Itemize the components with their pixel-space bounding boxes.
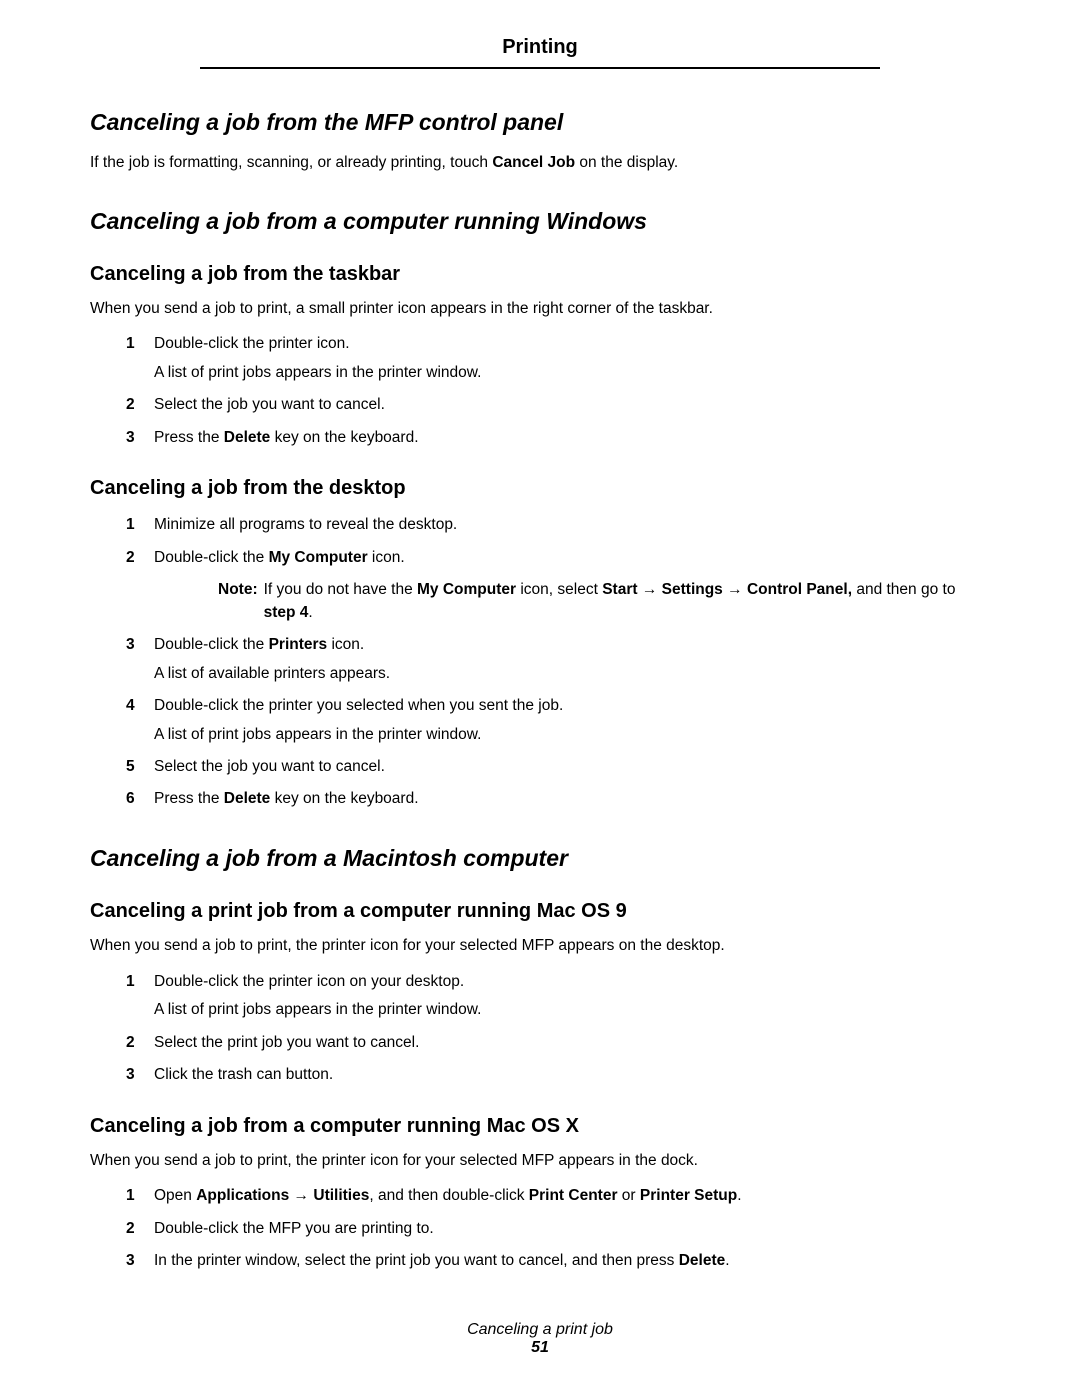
step-text: Select the print job you want to cancel.: [154, 1034, 419, 1051]
subheading-desktop: Canceling a job from the desktop: [90, 477, 990, 500]
macos9-steps: Double-click the printer icon on your de…: [126, 971, 990, 1087]
bold-text: Control Panel,: [747, 581, 852, 598]
text-segment: or: [617, 1187, 639, 1204]
bold-text: My Computer: [417, 581, 516, 598]
text-segment: on the display.: [575, 154, 678, 171]
step-subtext: A list of print jobs appears in the prin…: [154, 362, 990, 384]
text-segment: .: [725, 1252, 729, 1269]
text-segment: If you do not have the: [264, 581, 417, 598]
bold-text: Delete: [679, 1252, 726, 1269]
section-heading-mac: Canceling a job from a Macintosh compute…: [90, 845, 990, 872]
step-item: Press the Delete key on the keyboard.: [126, 427, 990, 449]
step-item: Press the Delete key on the keyboard.: [126, 788, 990, 810]
section-heading-mfp: Canceling a job from the MFP control pan…: [90, 109, 990, 136]
bold-text: My Computer: [269, 549, 368, 566]
step-subtext: A list of print jobs appears in the prin…: [154, 999, 990, 1021]
bold-text: Print Center: [529, 1187, 618, 1204]
text-segment: icon, select: [516, 581, 602, 598]
step-subtext: A list of available printers appears.: [154, 663, 990, 685]
step-text: Select the job you want to cancel.: [154, 396, 385, 413]
step-item: Double-click the printer you selected wh…: [126, 695, 990, 746]
arrow-icon: →: [289, 1187, 313, 1204]
text-segment: If the job is formatting, scanning, or a…: [90, 154, 492, 171]
step-item: Select the job you want to cancel.: [126, 394, 990, 416]
section-heading-windows: Canceling a job from a computer running …: [90, 208, 990, 235]
bold-text: Printers: [269, 636, 328, 653]
text-segment: Double-click the: [154, 549, 269, 566]
bold-text: Cancel Job: [492, 154, 575, 171]
step-text: Click the trash can button.: [154, 1066, 333, 1083]
mfp-intro: If the job is formatting, scanning, or a…: [90, 152, 990, 174]
bold-text: step 4: [264, 604, 309, 621]
macosx-steps: Open Applications → Utilities, and then …: [126, 1185, 990, 1272]
step-item: Double-click the MFP you are printing to…: [126, 1218, 990, 1240]
macosx-intro: When you send a job to print, the printe…: [90, 1150, 990, 1172]
note-label: Note:: [218, 579, 258, 624]
step-item: In the printer window, select the print …: [126, 1250, 990, 1272]
text-segment: In the printer window, select the print …: [154, 1252, 679, 1269]
step-text: Select the job you want to cancel.: [154, 758, 385, 775]
bold-text: Delete: [224, 790, 271, 807]
step-item: Double-click the Printers icon. A list o…: [126, 634, 990, 685]
macos9-intro: When you send a job to print, the printe…: [90, 935, 990, 957]
text-segment: .: [737, 1187, 741, 1204]
step-item: Select the job you want to cancel.: [126, 756, 990, 778]
note-body: If you do not have the My Computer icon,…: [264, 579, 990, 624]
step-text: Double-click the MFP you are printing to…: [154, 1220, 434, 1237]
note-block: Note: If you do not have the My Computer…: [218, 579, 990, 624]
text-segment: key on the keyboard.: [270, 429, 418, 446]
taskbar-intro: When you send a job to print, a small pr…: [90, 298, 990, 320]
step-item: Double-click the printer icon on your de…: [126, 971, 990, 1022]
bold-text: Delete: [224, 429, 271, 446]
page-number: 51: [0, 1339, 1080, 1357]
page-footer: Canceling a print job 51: [0, 1321, 1080, 1357]
step-item: Select the print job you want to cancel.: [126, 1032, 990, 1054]
step-item: Click the trash can button.: [126, 1064, 990, 1086]
step-text: Double-click the printer icon.: [154, 335, 350, 352]
taskbar-steps: Double-click the printer icon. A list of…: [126, 333, 990, 449]
step-text: Double-click the printer icon on your de…: [154, 973, 464, 990]
bold-text: Applications: [196, 1187, 289, 1204]
text-segment: , and then double-click: [369, 1187, 528, 1204]
text-segment: Double-click the: [154, 636, 269, 653]
arrow-icon: →: [638, 581, 662, 598]
subheading-macosx: Canceling a job from a computer running …: [90, 1115, 990, 1138]
step-item: Double-click the printer icon. A list of…: [126, 333, 990, 384]
text-segment: Open: [154, 1187, 196, 1204]
page-header: Printing: [200, 36, 880, 69]
step-item: Double-click the My Computer icon. Note:…: [126, 547, 990, 624]
bold-text: Settings: [662, 581, 723, 598]
text-segment: icon.: [327, 636, 364, 653]
text-segment: key on the keyboard.: [270, 790, 418, 807]
bold-text: Utilities: [313, 1187, 369, 1204]
bold-text: Printer Setup: [640, 1187, 737, 1204]
subheading-taskbar: Canceling a job from the taskbar: [90, 263, 990, 286]
step-text: Minimize all programs to reveal the desk…: [154, 516, 457, 533]
text-segment: Press the: [154, 429, 224, 446]
text-segment: icon.: [368, 549, 405, 566]
text-segment: and then go to: [852, 581, 955, 598]
text-segment: Press the: [154, 790, 224, 807]
step-subtext: A list of print jobs appears in the prin…: [154, 724, 990, 746]
step-text: Double-click the printer you selected wh…: [154, 697, 563, 714]
step-item: Minimize all programs to reveal the desk…: [126, 514, 990, 536]
footer-title: Canceling a print job: [467, 1321, 613, 1338]
text-segment: .: [308, 604, 312, 621]
arrow-icon: →: [723, 581, 747, 598]
step-item: Open Applications → Utilities, and then …: [126, 1185, 990, 1207]
subheading-macos9: Canceling a print job from a computer ru…: [90, 900, 990, 923]
bold-text: Start: [602, 581, 637, 598]
desktop-steps: Minimize all programs to reveal the desk…: [126, 514, 990, 811]
